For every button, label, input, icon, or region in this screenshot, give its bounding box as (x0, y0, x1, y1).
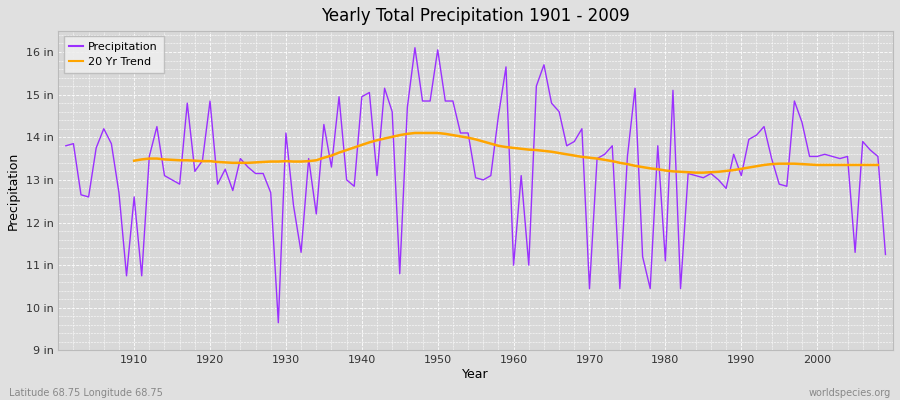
Text: worldspecies.org: worldspecies.org (809, 388, 891, 398)
Legend: Precipitation, 20 Yr Trend: Precipitation, 20 Yr Trend (64, 36, 164, 73)
Text: Latitude 68.75 Longitude 68.75: Latitude 68.75 Longitude 68.75 (9, 388, 163, 398)
Title: Yearly Total Precipitation 1901 - 2009: Yearly Total Precipitation 1901 - 2009 (321, 7, 630, 25)
X-axis label: Year: Year (463, 368, 489, 381)
Y-axis label: Precipitation: Precipitation (7, 152, 20, 230)
